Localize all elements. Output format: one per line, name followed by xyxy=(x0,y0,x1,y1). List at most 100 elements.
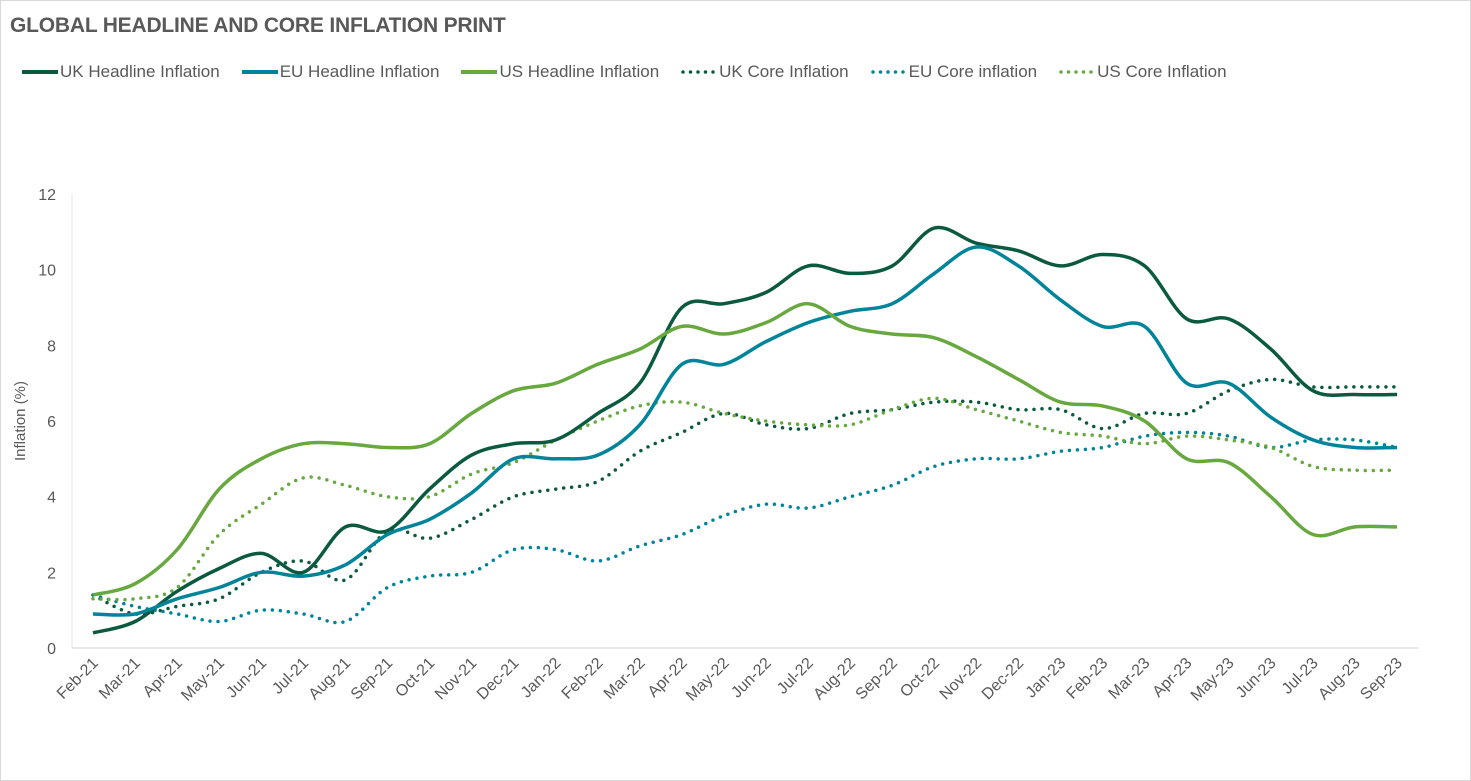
data-point-uk-core-inflation xyxy=(301,559,305,563)
x-tick-label: May-22 xyxy=(683,655,733,705)
data-point-us-core-inflation xyxy=(932,396,936,400)
series-line-uk-headline-inflation xyxy=(92,225,1398,635)
data-point-us-core-inflation xyxy=(343,483,347,487)
data-point-eu-headline-inflation xyxy=(512,457,516,461)
data-point-eu-headline-inflation xyxy=(217,586,221,590)
data-point-us-headline-inflation xyxy=(890,332,894,336)
data-point-uk-headline-inflation xyxy=(175,589,179,593)
data-point-eu-core-inflation xyxy=(932,464,936,468)
data-point-us-headline-inflation xyxy=(554,381,558,385)
legend-label-uk-core: UK Core Inflation xyxy=(719,62,849,81)
data-point-uk-headline-inflation xyxy=(680,306,684,310)
x-tick-label: Mar-21 xyxy=(96,655,144,703)
data-point-eu-headline-inflation xyxy=(343,563,347,567)
data-point-uk-core-inflation xyxy=(596,480,600,484)
data-point-us-headline-inflation xyxy=(1059,400,1063,404)
series-line-uk-core-inflation xyxy=(91,377,1399,617)
data-point-us-core-inflation xyxy=(259,502,263,506)
data-point-uk-headline-inflation xyxy=(1143,264,1147,268)
data-point-us-core-inflation xyxy=(91,597,95,601)
data-point-eu-core-inflation xyxy=(1185,430,1189,434)
data-point-us-headline-inflation xyxy=(1101,404,1105,408)
data-point-uk-core-inflation xyxy=(1059,408,1063,412)
data-point-uk-core-inflation xyxy=(1353,385,1357,389)
x-tick-label: Oct-21 xyxy=(392,655,438,701)
data-point-eu-headline-inflation xyxy=(1269,415,1273,419)
x-tick-label: Jun-23 xyxy=(1233,655,1280,702)
data-point-eu-headline-inflation xyxy=(1353,446,1357,450)
data-point-eu-headline-inflation xyxy=(91,612,95,616)
data-point-us-core-inflation xyxy=(133,597,137,601)
data-point-eu-core-inflation xyxy=(1101,446,1105,450)
legend-label-eu-headline: EU Headline Inflation xyxy=(279,62,440,81)
x-tick-label: Aug-22 xyxy=(810,655,859,704)
data-point-us-core-inflation xyxy=(596,419,600,423)
data-point-uk-headline-inflation xyxy=(1395,393,1399,397)
data-point-eu-headline-inflation xyxy=(175,597,179,601)
data-point-eu-core-inflation xyxy=(554,548,558,552)
data-point-us-headline-inflation xyxy=(1311,533,1315,537)
x-tick-label: Jan-22 xyxy=(518,655,565,702)
series-line-eu-headline-inflation xyxy=(92,245,1398,617)
x-tick-label: Oct-22 xyxy=(897,655,943,701)
data-point-us-core-inflation xyxy=(1143,442,1147,446)
data-point-eu-core-inflation xyxy=(259,608,263,612)
legend-swatch-us-core xyxy=(1059,70,1096,74)
data-point-uk-core-inflation xyxy=(217,597,221,601)
data-point-eu-core-inflation xyxy=(133,604,137,608)
data-point-eu-core-inflation xyxy=(175,612,179,616)
data-point-us-headline-inflation xyxy=(301,442,305,446)
x-tick-label: Jan-23 xyxy=(1023,655,1070,702)
data-point-us-headline-inflation xyxy=(470,411,474,415)
x-tick-label: May-21 xyxy=(178,655,228,705)
data-point-uk-headline-inflation xyxy=(428,487,432,491)
data-point-eu-headline-inflation xyxy=(133,612,137,616)
legend-label-uk-headline: UK Headline Inflation xyxy=(60,62,220,81)
data-point-eu-headline-inflation xyxy=(301,574,305,578)
data-point-eu-core-inflation xyxy=(343,620,347,624)
data-point-us-headline-inflation xyxy=(974,355,978,359)
legend-swatch-eu-headline xyxy=(241,70,278,74)
data-point-uk-headline-inflation xyxy=(1227,317,1231,321)
data-point-us-headline-inflation xyxy=(512,389,516,393)
data-point-us-core-inflation xyxy=(1269,446,1273,450)
y-axis-title: Inflation (%) xyxy=(12,381,29,461)
data-point-uk-headline-inflation xyxy=(1185,317,1189,321)
x-tick-label: Mar-22 xyxy=(601,655,649,703)
data-point-us-headline-inflation xyxy=(1269,495,1273,499)
data-point-uk-headline-inflation xyxy=(259,551,263,555)
legend-item-eu-headline[interactable]: EU Headline Inflation xyxy=(241,62,440,82)
data-point-uk-headline-inflation xyxy=(722,302,726,306)
data-point-eu-headline-inflation xyxy=(848,309,852,313)
data-point-us-core-inflation xyxy=(1395,468,1399,472)
x-tick-label: Feb-22 xyxy=(559,655,607,703)
legend-item-us-headline[interactable]: US Headline Inflation xyxy=(461,62,659,82)
series-line-us-headline-inflation xyxy=(92,301,1398,597)
x-tick-label: Aug-23 xyxy=(1315,655,1364,704)
data-point-us-core-inflation xyxy=(722,411,726,415)
data-point-eu-core-inflation xyxy=(680,533,684,537)
data-point-eu-core-inflation xyxy=(764,502,768,506)
legend-item-uk-headline[interactable]: UK Headline Inflation xyxy=(22,62,220,82)
data-point-uk-core-inflation xyxy=(512,495,516,499)
legend-item-eu-core[interactable]: EU Core inflation xyxy=(870,62,1037,82)
y-tick-label: 2 xyxy=(47,565,56,582)
data-point-eu-headline-inflation xyxy=(1185,381,1189,385)
data-point-eu-core-inflation xyxy=(1143,434,1147,438)
data-point-us-headline-inflation xyxy=(1185,457,1189,461)
data-point-eu-headline-inflation xyxy=(974,245,978,249)
data-point-us-core-inflation xyxy=(428,495,432,499)
data-point-eu-headline-inflation xyxy=(1143,324,1147,328)
data-point-us-headline-inflation xyxy=(1395,525,1399,529)
data-point-eu-headline-inflation xyxy=(1395,446,1399,450)
data-point-uk-core-inflation xyxy=(1101,427,1105,431)
data-point-eu-headline-inflation xyxy=(1016,264,1020,268)
legend-item-us-core[interactable]: US Core Inflation xyxy=(1059,62,1227,82)
data-point-us-headline-inflation xyxy=(722,332,726,336)
data-point-eu-core-inflation xyxy=(974,457,978,461)
data-point-us-core-inflation xyxy=(1185,434,1189,438)
data-point-uk-headline-inflation xyxy=(848,271,852,275)
legend-swatch-uk-headline xyxy=(22,70,58,74)
legend-item-uk-core[interactable]: UK Core Inflation xyxy=(681,62,849,82)
data-point-eu-headline-inflation xyxy=(1227,381,1231,385)
